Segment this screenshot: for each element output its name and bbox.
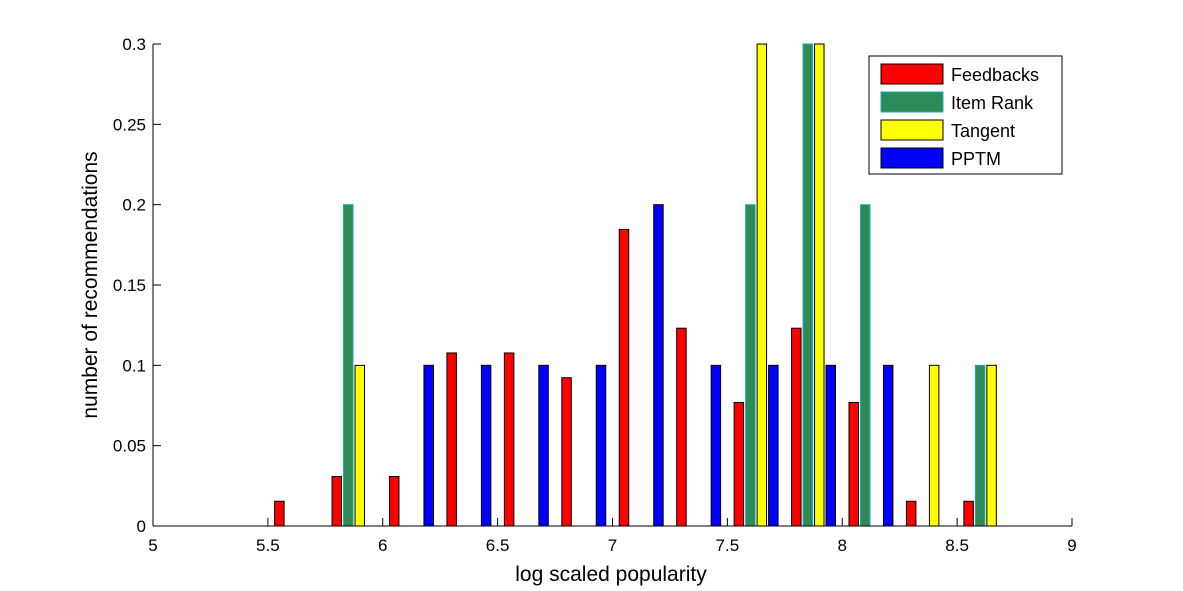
x-tick-label-7: 8.5 bbox=[945, 536, 969, 555]
bar-feedbacks-13 bbox=[905, 500, 917, 527]
bar-feedbacks-10 bbox=[733, 401, 745, 527]
bar-item-rank-11 bbox=[802, 43, 814, 527]
bar-pptm-5 bbox=[480, 364, 492, 527]
bar-pptm-7 bbox=[595, 364, 607, 527]
bar-pptm-6 bbox=[538, 364, 549, 527]
legend-label-item-rank: Item Rank bbox=[951, 93, 1034, 113]
bar-pptm-9 bbox=[710, 364, 722, 527]
bar-feedbacks-12 bbox=[848, 401, 859, 527]
x-ticks-group: 5 5.5 6 6.5 7 7.5 8 8.5 9 bbox=[148, 518, 1077, 555]
legend-label-tangent: Tangent bbox=[951, 121, 1015, 141]
y-tick-label-1: 0.05 bbox=[113, 437, 146, 456]
bar-feedbacks-4 bbox=[388, 476, 400, 527]
bar-pptm-8 bbox=[653, 204, 664, 527]
y-axis-label: number of recommendations bbox=[79, 151, 102, 418]
bar-feedbacks-3 bbox=[331, 476, 343, 527]
x-tick-label-0: 5 bbox=[148, 536, 157, 555]
y-tick-label-5: 0.25 bbox=[113, 115, 146, 134]
x-tick-label-8: 9 bbox=[1067, 536, 1076, 555]
legend-label-pptm: PPTM bbox=[951, 149, 1001, 169]
legend-swatch-pptm bbox=[880, 147, 944, 169]
bar-feedbacks-5 bbox=[446, 352, 457, 527]
bar-item-rank-10 bbox=[745, 204, 756, 527]
bar-feedbacks-9 bbox=[676, 327, 687, 527]
x-tick-label-2: 6 bbox=[378, 536, 387, 555]
x-tick-label-4: 7 bbox=[608, 536, 617, 555]
bar-pptm-12 bbox=[882, 364, 894, 527]
bar-pptm-11 bbox=[825, 364, 837, 527]
bar-feedbacks-14 bbox=[963, 500, 974, 527]
legend-label-feedbacks: Feedbacks bbox=[951, 65, 1039, 85]
legend: Feedbacks Item Rank Tangent PPTM bbox=[868, 55, 1063, 175]
bar-pptm-4 bbox=[423, 364, 434, 527]
bar-item-rank-12 bbox=[859, 204, 871, 527]
bar-feedbacks-6 bbox=[503, 352, 515, 527]
bar-item-rank-14 bbox=[974, 364, 986, 527]
bar-feedbacks-2 bbox=[274, 500, 285, 527]
x-axis-label: log scaled popularity bbox=[515, 563, 707, 586]
bar-feedbacks-8 bbox=[618, 228, 630, 527]
bar-item-rank-3 bbox=[343, 204, 354, 527]
bar-tangent-3 bbox=[354, 364, 366, 527]
y-tick-label-0: 0 bbox=[137, 517, 146, 536]
legend-swatch-feedbacks bbox=[880, 63, 944, 85]
bar-tangent-14 bbox=[986, 364, 997, 527]
bar-pptm-10 bbox=[768, 364, 779, 527]
y-tick-label-4: 0.2 bbox=[122, 196, 146, 215]
y-ticks-group: 0 0.05 0.1 0.15 0.2 0.25 0.3 bbox=[113, 35, 161, 536]
x-tick-label-6: 8 bbox=[838, 536, 847, 555]
legend-swatch-item-rank bbox=[880, 91, 944, 113]
x-tick-label-3: 6.5 bbox=[486, 536, 510, 555]
bar-tangent-10 bbox=[756, 43, 768, 527]
legend-swatch-tangent bbox=[880, 119, 944, 141]
bar-feedbacks-7 bbox=[561, 377, 572, 527]
bar-feedbacks-11 bbox=[791, 327, 802, 527]
bar-tangent-11 bbox=[814, 43, 825, 527]
y-tick-label-6: 0.3 bbox=[122, 35, 146, 54]
y-tick-label-2: 0.1 bbox=[122, 356, 146, 375]
x-tick-label-1: 5.5 bbox=[256, 536, 280, 555]
bar-tangent-13 bbox=[928, 364, 940, 527]
x-tick-label-5: 7.5 bbox=[716, 536, 740, 555]
y-tick-label-3: 0.15 bbox=[113, 276, 146, 295]
